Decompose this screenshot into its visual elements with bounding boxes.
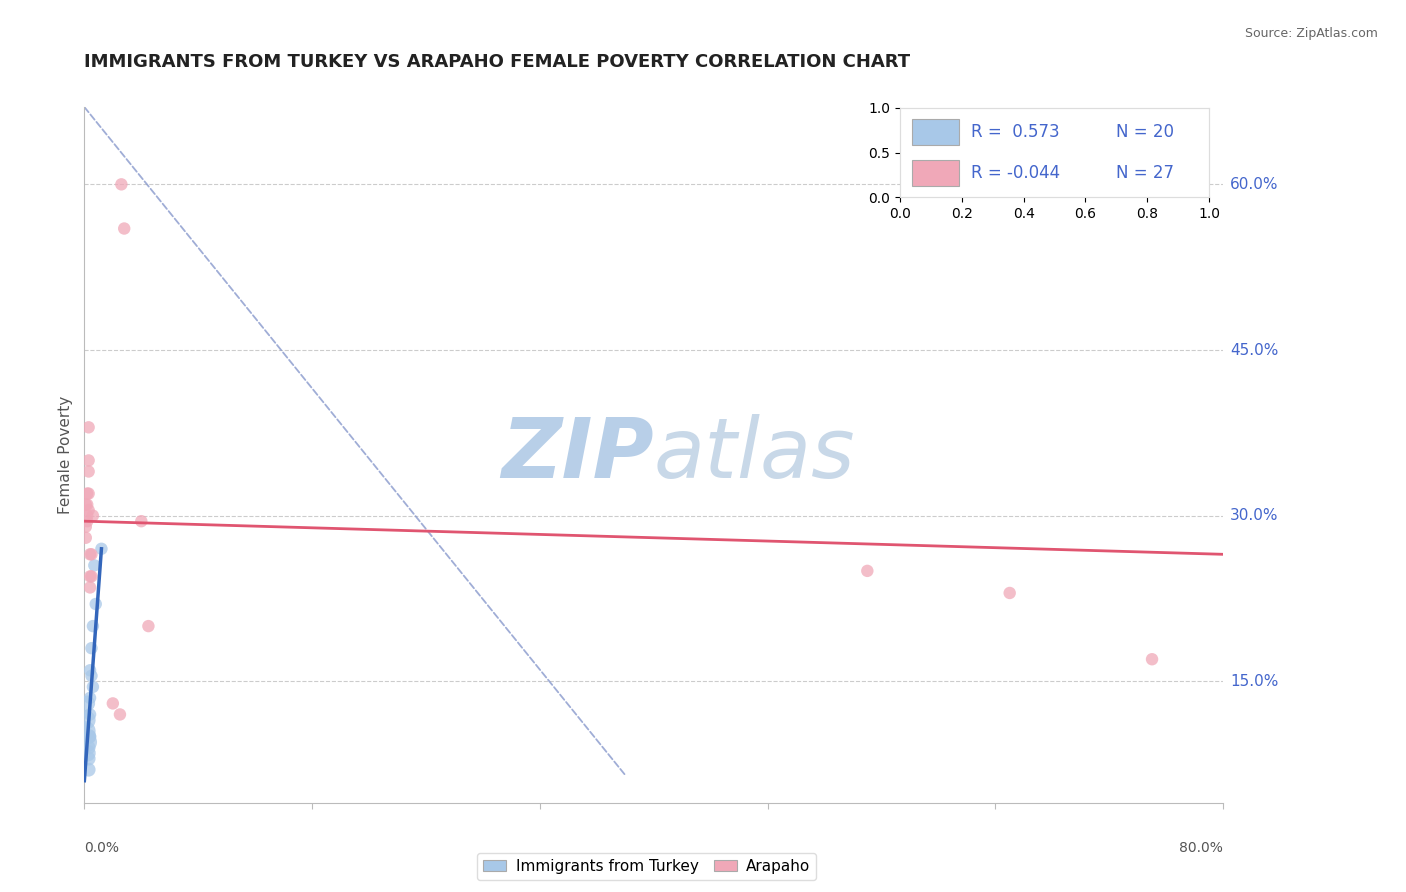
Point — [80, 669, 103, 683]
Text: 80.0%: 80.0% — [1180, 840, 1223, 855]
Point — [79, 581, 101, 595]
Point — [77, 503, 100, 517]
Point — [75, 724, 97, 739]
Point — [101, 697, 124, 711]
Text: 60.0%: 60.0% — [1230, 177, 1278, 192]
Text: 0.0%: 0.0% — [84, 840, 120, 855]
Point — [83, 558, 105, 573]
Point — [75, 519, 97, 533]
Point — [77, 486, 100, 500]
Point — [79, 663, 101, 677]
Text: N = 20: N = 20 — [1116, 123, 1174, 141]
Point — [82, 619, 104, 633]
Legend: Immigrants from Turkey, Arapaho: Immigrants from Turkey, Arapaho — [478, 853, 815, 880]
Point — [131, 514, 153, 528]
Text: 15.0%: 15.0% — [1230, 673, 1278, 689]
Point — [112, 221, 135, 235]
Text: Source: ZipAtlas.com: Source: ZipAtlas.com — [1244, 27, 1378, 40]
Y-axis label: Female Poverty: Female Poverty — [58, 396, 73, 514]
Point — [998, 586, 1021, 600]
Point — [79, 690, 101, 705]
Point — [79, 569, 101, 583]
Point — [90, 541, 112, 556]
Point — [76, 486, 98, 500]
Point — [76, 735, 98, 749]
Text: ZIP: ZIP — [501, 415, 654, 495]
Text: N = 27: N = 27 — [1116, 164, 1174, 182]
Point — [77, 420, 100, 434]
Point — [79, 547, 101, 561]
Point — [75, 713, 97, 727]
Point — [76, 746, 98, 760]
Point — [79, 730, 101, 744]
Point — [80, 641, 103, 656]
Point — [77, 751, 100, 765]
Point — [75, 531, 97, 545]
Point — [76, 508, 98, 523]
Point — [108, 707, 131, 722]
Point — [80, 569, 103, 583]
Text: R = -0.044: R = -0.044 — [972, 164, 1060, 182]
Text: 45.0%: 45.0% — [1230, 343, 1278, 358]
Point — [856, 564, 879, 578]
Point — [77, 763, 100, 777]
Point — [82, 508, 104, 523]
Point — [76, 498, 98, 512]
FancyBboxPatch shape — [912, 119, 959, 145]
Text: R =  0.573: R = 0.573 — [972, 123, 1060, 141]
Point — [138, 619, 160, 633]
Point — [84, 597, 107, 611]
Text: atlas: atlas — [654, 415, 855, 495]
Point — [77, 740, 100, 755]
Point — [77, 730, 100, 744]
Text: 30.0%: 30.0% — [1230, 508, 1278, 524]
Point — [110, 178, 132, 192]
Point — [1140, 652, 1163, 666]
Point — [79, 707, 101, 722]
Point — [76, 697, 98, 711]
Point — [76, 514, 98, 528]
Point — [80, 547, 103, 561]
Point — [82, 680, 104, 694]
Point — [75, 498, 97, 512]
Point — [77, 465, 100, 479]
FancyBboxPatch shape — [912, 160, 959, 186]
Text: IMMIGRANTS FROM TURKEY VS ARAPAHO FEMALE POVERTY CORRELATION CHART: IMMIGRANTS FROM TURKEY VS ARAPAHO FEMALE… — [84, 54, 911, 71]
Point — [77, 453, 100, 467]
